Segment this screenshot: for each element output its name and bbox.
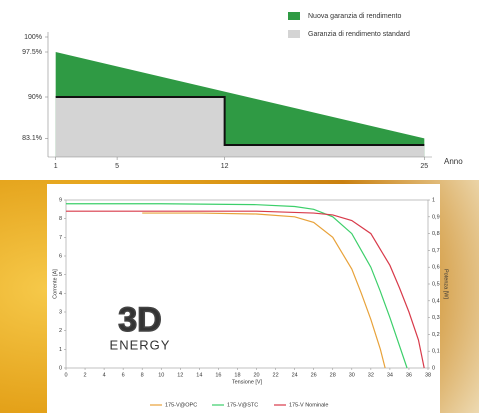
legend-swatch [288,30,300,38]
line [66,203,408,369]
logo-sub: ENERGY [110,337,171,352]
y2-tick-label: 0,9 [432,214,440,220]
y-tick-label: 8 [59,216,62,222]
y-axis-label: Corrente [A] [52,269,58,299]
legend-label: 175-V Nominale [289,402,328,408]
iv-chart: 3D ENERGY 012345678900,10,20,30,40,50,60… [52,197,448,408]
x-tick-label: 34 [387,372,393,378]
bottom-panel [47,184,440,413]
y2-axis-label: Potenza [W] [443,269,449,299]
y2-tick-label: 0 [432,365,435,371]
y2-tick-label: 0,8 [432,231,440,237]
x-tick-label: 24 [292,372,298,378]
x-tick-label: 25 [420,163,428,170]
legend-label: Garanzia di rendimento standard [308,31,410,38]
x-tick-label: 12 [177,372,183,378]
x-tick-label: 1 [54,163,58,170]
x-tick-label: 2 [84,372,87,378]
y-tick-label: 100% [24,34,42,41]
y-tick-label: 0 [59,365,62,371]
y2-tick-label: 0,7 [432,248,440,254]
y-tick-label: 7 [59,235,62,241]
area [55,97,425,157]
line [142,212,386,369]
x-tick-label: 4 [103,372,106,378]
x-tick-label: 6 [122,372,125,378]
x-tick-label: 5 [115,163,119,170]
y-tick-label: 2 [59,328,62,334]
x-axis-label: Anno [444,157,463,166]
y-tick-label: 4 [59,291,62,297]
y-tick-label: 9 [59,197,62,203]
x-tick-label: 36 [406,372,412,378]
legend-swatch [288,12,300,20]
warranty-chart: Nuova garanzia di rendimento Garanzia di … [22,12,463,170]
y2-tick-label: 0,5 [432,281,440,287]
x-axis-label: Tensione [V] [232,379,263,385]
legend-label: 175-V@OPC [165,402,197,408]
y-tick-label: 90% [28,94,42,101]
y2-tick-label: 0,2 [432,332,440,338]
x-tick-label: 0 [64,372,67,378]
y-tick-label: 6 [59,253,62,259]
x-tick-label: 30 [349,372,355,378]
y-tick-label: 5 [59,272,62,278]
y-tick-label: 83.1% [22,135,42,142]
legend-label: Nuova garanzia di rendimento [308,13,401,20]
line [66,210,425,369]
x-tick-label: 10 [158,372,164,378]
y-tick-label: 1 [59,347,62,353]
y-tick-label: 97.5% [22,49,42,56]
x-tick-label: 22 [273,372,279,378]
y2-tick-label: 1 [432,197,435,203]
x-tick-label: 18 [234,372,240,378]
x-tick-label: 28 [330,372,336,378]
logo-main: 3D [118,301,161,339]
legend-label: 175-V@STC [227,402,258,408]
y-tick-label: 3 [59,309,62,315]
x-tick-label: 8 [141,372,144,378]
x-tick-label: 16 [215,372,221,378]
y2-tick-label: 0,6 [432,265,440,271]
y2-tick-label: 0,4 [432,298,440,304]
x-tick-label: 26 [311,372,317,378]
x-tick-label: 20 [253,372,259,378]
y2-tick-label: 0,1 [432,349,440,355]
x-tick-label: 38 [425,372,431,378]
area-edge [55,96,425,146]
x-tick-label: 12 [221,163,229,170]
x-tick-label: 14 [196,372,202,378]
y2-tick-label: 0,3 [432,315,440,321]
x-tick-label: 32 [368,372,374,378]
